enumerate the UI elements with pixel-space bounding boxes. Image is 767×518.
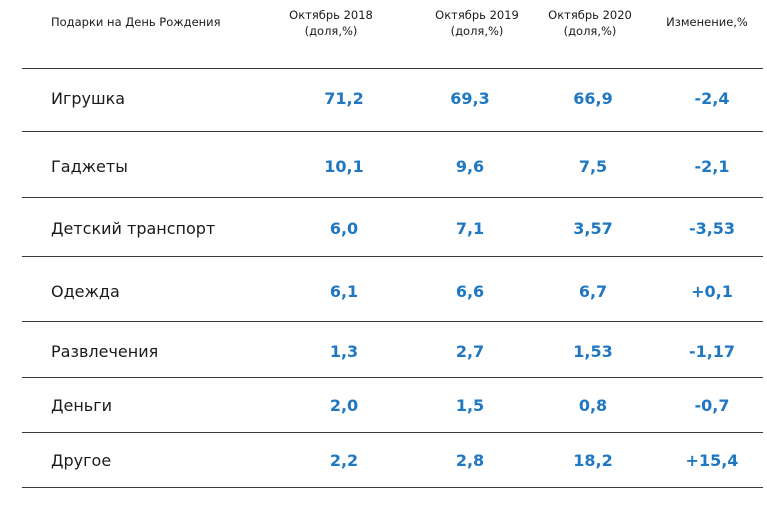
value-october-2019: 69,3	[450, 89, 490, 108]
value-october-2020: 66,9	[573, 89, 613, 108]
header-october-2020-title: Октябрь 2020	[548, 8, 632, 22]
value-october-2018: 6,1	[329, 282, 359, 301]
value-october-2020: 1,53	[573, 342, 613, 361]
header-october-2020: Октябрь 2020 (доля,%)	[530, 7, 650, 75]
row-label: Детский транспорт	[51, 219, 216, 238]
header-october-2019-title: Октябрь 2019	[435, 8, 519, 22]
row-label: Игрушка	[51, 89, 126, 108]
header-october-2019-unit: (доля,%)	[450, 24, 504, 38]
row-label: Развлечения	[51, 342, 159, 361]
row-label: Деньги	[51, 396, 113, 415]
value-october-2018: 2,2	[329, 451, 359, 470]
value-change: -0,7	[694, 396, 730, 415]
value-october-2018: 1,3	[329, 342, 359, 361]
header-october-2018-unit: (доля,%)	[304, 24, 358, 38]
value-change: -2,4	[694, 89, 730, 108]
value-october-2020: 0,8	[578, 396, 608, 415]
value-october-2018: 2,0	[329, 396, 359, 415]
row-divider	[22, 131, 763, 132]
row-divider	[22, 377, 763, 378]
value-change: +15,4	[685, 451, 739, 470]
row-divider	[22, 487, 763, 488]
row-divider	[22, 197, 763, 198]
row-label: Гаджеты	[51, 157, 128, 176]
header-october-2020-unit: (доля,%)	[563, 24, 617, 38]
value-change: -3,53	[688, 219, 736, 238]
row-divider	[22, 68, 763, 69]
row-divider	[22, 321, 763, 322]
value-october-2019: 7,1	[455, 219, 485, 238]
value-october-2018: 6,0	[329, 219, 359, 238]
header-change: Изменение,%	[666, 15, 748, 29]
value-change: +0,1	[691, 282, 733, 301]
header-category: Подарки на День Рождения	[51, 15, 221, 29]
header-october-2018: Октябрь 2018 (доля,%)	[271, 7, 391, 75]
row-label: Другое	[51, 451, 112, 470]
value-october-2020: 6,7	[578, 282, 608, 301]
row-label: Одежда	[51, 282, 120, 301]
value-october-2018: 71,2	[324, 89, 364, 108]
row-divider	[22, 256, 763, 257]
header-october-2019: Октябрь 2019 (доля,%)	[417, 7, 537, 75]
value-october-2020: 7,5	[578, 157, 608, 176]
value-october-2018: 10,1	[324, 157, 364, 176]
value-change: -1,17	[688, 342, 736, 361]
value-october-2020: 3,57	[573, 219, 613, 238]
value-october-2019: 2,7	[455, 342, 485, 361]
value-october-2019: 2,8	[455, 451, 485, 470]
value-october-2019: 1,5	[455, 396, 485, 415]
value-october-2019: 9,6	[455, 157, 485, 176]
value-change: -2,1	[694, 157, 730, 176]
row-divider	[22, 432, 763, 433]
value-october-2019: 6,6	[455, 282, 485, 301]
header-october-2018-title: Октябрь 2018	[289, 8, 373, 22]
value-october-2020: 18,2	[573, 451, 613, 470]
